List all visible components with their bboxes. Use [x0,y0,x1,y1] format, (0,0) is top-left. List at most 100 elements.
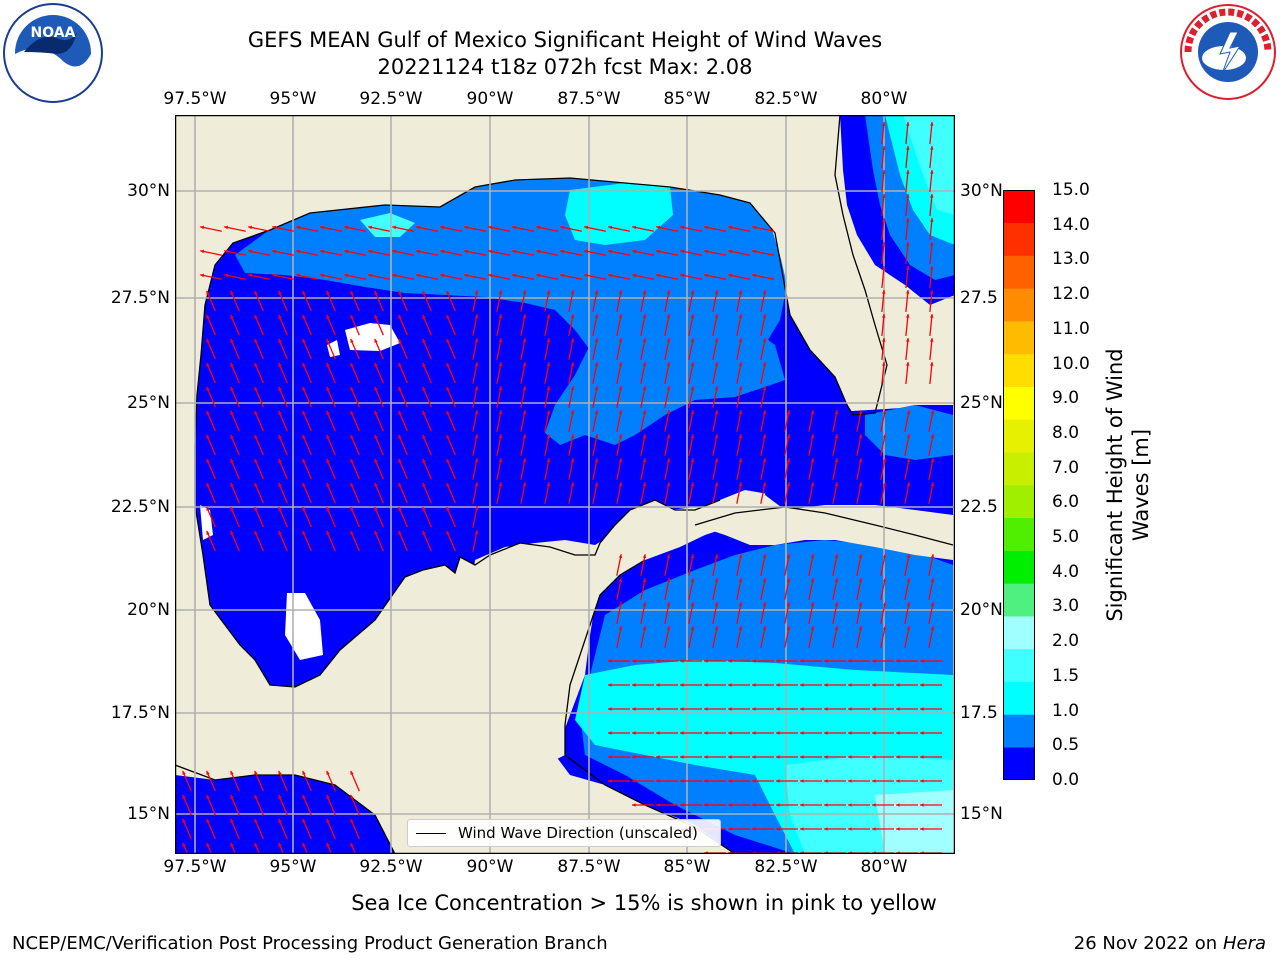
wave-arrow [374,410,384,432]
wave-arrow-head [368,225,373,230]
wave-arrow-head [642,290,647,295]
wave-arrow-head [728,755,732,759]
colorbar-bin [1003,583,1035,617]
wave-arrow-head [704,803,708,807]
wave-arrow-head [800,803,804,807]
wave-arrow-head [930,602,935,607]
wave-arrow-head [690,338,695,343]
wave-arrow [856,434,862,456]
wave-arrow [640,410,646,432]
wave-arrow [929,338,933,360]
wave-arrow-head [464,273,469,278]
wave-arrow [712,602,718,624]
wave-arrow-head [474,434,479,439]
svg-text:NOAA: NOAA [31,25,76,41]
wave-arrow-head [786,458,791,463]
wave-arrow-head [350,794,354,799]
wave-arrow [664,602,670,624]
colorbar-tick: 7.0 [1052,457,1080,478]
colorbar-tick: 0.5 [1052,735,1080,756]
wave-arrow [496,338,502,360]
colorbar-tick: 11.0 [1052,318,1090,339]
wave-arrow-head [398,530,402,535]
wave-arrow-head [680,731,684,735]
wave-arrow-head [872,707,876,711]
wave-arrow [278,362,288,384]
colorbar-bin [1003,419,1035,453]
wave-arrow-head [930,482,935,487]
wave-arrow [736,338,742,360]
chart-title: GEFS MEAN Gulf of Mexico Significant Hei… [247,28,883,52]
wave-arrow [904,602,910,624]
wave-arrow [224,274,246,280]
wave-arrow-head [474,530,479,535]
wave-arrow [736,386,742,408]
wave-arrow [392,250,414,256]
wave-arrow-head [690,386,695,391]
wave-arrow [656,274,678,280]
lon-tick-bottom: 85°W [663,857,711,877]
wave-arrow-head [446,482,450,487]
wave-arrow-head [464,249,469,254]
wave-arrow [520,434,526,456]
wave-arrow-head [344,249,349,254]
wave-arrow [278,458,288,480]
wave-arrow [422,362,432,384]
wave-arrow [881,290,885,312]
wave-arrow [568,290,574,312]
wave-arrow [536,250,558,256]
wave-arrow-head [848,659,852,663]
wave-arrow-head [920,659,924,663]
colorbar-tick: 13.0 [1052,249,1090,270]
wave-arrow [398,482,408,504]
wave-arrow [808,578,814,600]
wave-arrow [350,458,360,480]
wave-arrow [496,434,502,456]
wave-arrow-head [522,482,527,487]
wave-arrow [856,410,862,432]
wave-arrow-head [666,626,671,631]
wave-arrow-head [224,225,229,230]
wave-arrow-head [642,602,647,607]
wave-arrow-head [272,249,277,254]
wave-arrow [929,290,933,312]
wave-arrow-head [906,194,910,198]
wave-arrow [712,362,718,384]
wave-arrow [496,290,502,312]
wave-arrow-head [302,458,306,463]
wave-arrow [326,410,336,432]
wave-arrow-head [374,482,378,487]
wave-arrow-head [326,458,330,463]
wave-arrow-head [398,482,402,487]
wave-arrow-head [446,530,450,535]
wave-arrow [536,274,558,280]
wave-arrow [350,290,360,312]
wave-arrow-head [690,626,695,631]
wave-arrow [688,554,694,576]
wave-arrow-head [522,386,527,391]
wave-arrow-head [930,218,934,222]
wave-arrow [616,434,622,456]
wave-arrow-head [824,779,828,783]
wave-arrow-head [546,434,551,439]
wave-arrow [544,314,550,336]
wave-arrow [254,314,264,336]
wave-arrow [544,386,550,408]
wave-arrow-head [920,731,924,735]
wave-arrow [592,338,598,360]
wave-arrow-head [224,273,229,278]
wave-arrow-head [882,434,887,439]
wave-arrow [640,458,646,480]
wave-arrow-head [522,410,527,415]
wave-arrow-head [666,338,671,343]
wave-arrow-head [608,249,613,254]
lon-tick-top: 82.5°W [754,89,818,109]
wave-arrow [230,362,240,384]
wave-arrow-head [714,602,719,607]
date-line: 26 Nov 2022 on Hera [1073,933,1266,954]
wave-arrow [472,410,478,432]
wave-arrow [640,338,646,360]
wave-arrow-head [690,290,695,295]
wave-arrow-head [762,290,767,295]
wave-arrow-head [536,249,541,254]
